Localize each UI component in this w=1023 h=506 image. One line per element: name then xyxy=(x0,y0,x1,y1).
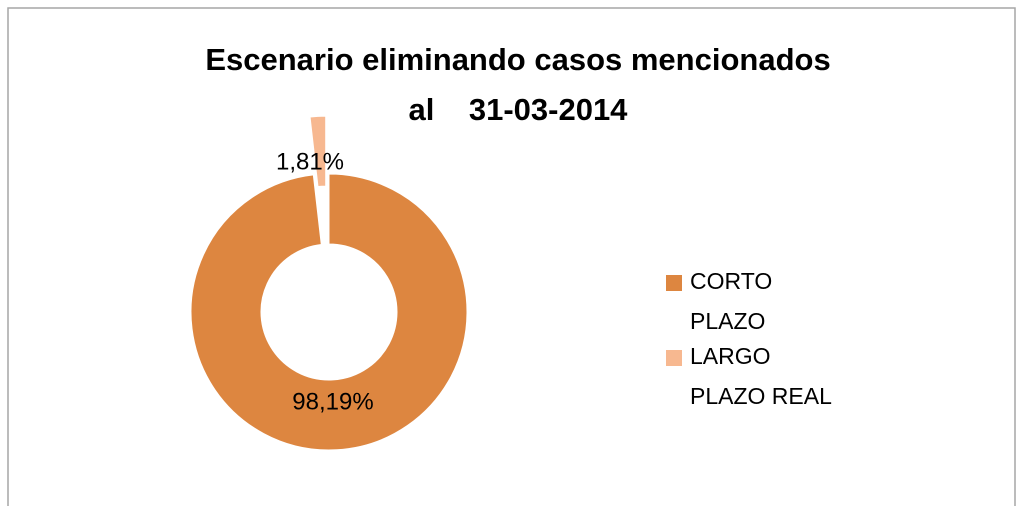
legend-swatch xyxy=(666,350,682,366)
donut-slice xyxy=(190,173,468,451)
data-label: 98,19% xyxy=(292,388,373,415)
legend-label: CORTO PLAZO xyxy=(690,268,779,334)
legend-label: LARGO PLAZO REAL xyxy=(690,343,832,409)
chart-title: al 31-03-2014 xyxy=(409,92,629,127)
legend-swatch xyxy=(666,275,682,291)
donut-slice xyxy=(309,115,327,188)
data-label: 1,81% xyxy=(276,148,344,175)
chart-border xyxy=(7,7,1016,506)
chart-title: Escenario eliminando casos mencionados xyxy=(205,42,830,77)
